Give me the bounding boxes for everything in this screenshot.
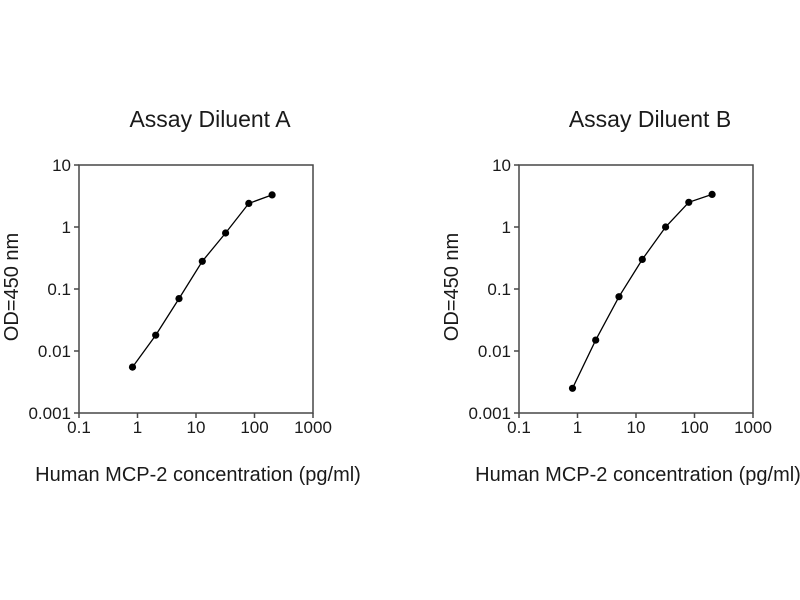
data-point	[152, 331, 160, 339]
series-line	[131, 194, 273, 368]
data-point	[638, 255, 646, 263]
y-tick-label: 0.01	[38, 342, 71, 361]
y-axis-label: OD=450 nm	[1, 233, 23, 341]
x-tick-label: 1	[573, 418, 582, 437]
data-point	[198, 257, 206, 265]
chart-assay-diluent-a: Assay Diluent A Human MCP-2 concentratio…	[1, 106, 360, 486]
x-tick-label: 100	[680, 418, 708, 437]
y-tick-label: 0.01	[478, 342, 511, 361]
data-point	[568, 384, 577, 392]
chart-title: Assay Diluent A	[129, 106, 291, 132]
data-point	[685, 198, 693, 206]
y-tick-label: 1	[62, 218, 71, 237]
y-tick-label: 0.001	[28, 404, 71, 423]
data-point	[245, 199, 253, 207]
x-tick-label: 10	[627, 418, 646, 437]
data-point	[175, 295, 183, 303]
plot-area: 0.1 1 10 100 1000 10 1 0.1 0.01 0.001	[468, 156, 771, 437]
y-tick-label: 0.1	[47, 280, 71, 299]
y-tick-label: 10	[492, 156, 511, 175]
plot-frame	[78, 164, 314, 414]
chart-title: Assay Diluent B	[569, 106, 731, 132]
plot-frame	[518, 164, 754, 414]
chart-assay-diluent-b: Assay Diluent B Human MCP-2 concentratio…	[441, 106, 800, 486]
x-axis-label: Human MCP-2 concentration (pg/ml)	[475, 464, 800, 486]
x-tick-label: 100	[240, 418, 268, 437]
x-tick-label: 1000	[734, 418, 772, 437]
x-tick-label: 0.1	[67, 418, 91, 437]
data-point	[592, 336, 600, 344]
y-tick-label: 0.1	[487, 280, 511, 299]
x-tick-label: 1000	[294, 418, 332, 437]
plot-area: 0.1 1 10 100 1000 10 1 0.1 0.01 0.001	[28, 156, 331, 437]
x-axis-label: Human MCP-2 concentration (pg/ml)	[35, 464, 360, 486]
y-tick-label: 0.001	[468, 404, 511, 423]
data-point	[708, 190, 716, 198]
x-tick-label: 0.1	[507, 418, 531, 437]
data-point	[222, 229, 230, 237]
y-axis-label: OD=450 nm	[441, 233, 463, 341]
data-point	[128, 363, 137, 371]
x-tick-label: 1	[133, 418, 142, 437]
data-point	[615, 293, 623, 301]
data-point	[662, 223, 670, 231]
y-tick-label: 10	[52, 156, 71, 175]
y-tick-label: 1	[502, 218, 511, 237]
x-tick-label: 10	[187, 418, 206, 437]
data-point	[268, 191, 276, 199]
series-line	[571, 193, 713, 389]
